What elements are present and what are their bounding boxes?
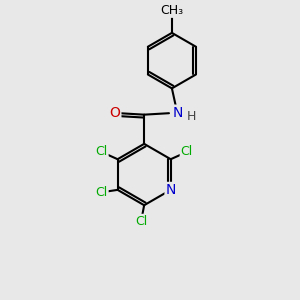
Text: Cl: Cl bbox=[95, 146, 108, 158]
Text: CH₃: CH₃ bbox=[160, 4, 184, 17]
Text: N: N bbox=[172, 106, 183, 120]
Text: N: N bbox=[166, 183, 176, 197]
Text: Cl: Cl bbox=[135, 215, 147, 228]
Text: Cl: Cl bbox=[95, 186, 108, 199]
Text: H: H bbox=[187, 110, 196, 123]
Text: O: O bbox=[110, 106, 120, 120]
Text: Cl: Cl bbox=[181, 146, 193, 158]
